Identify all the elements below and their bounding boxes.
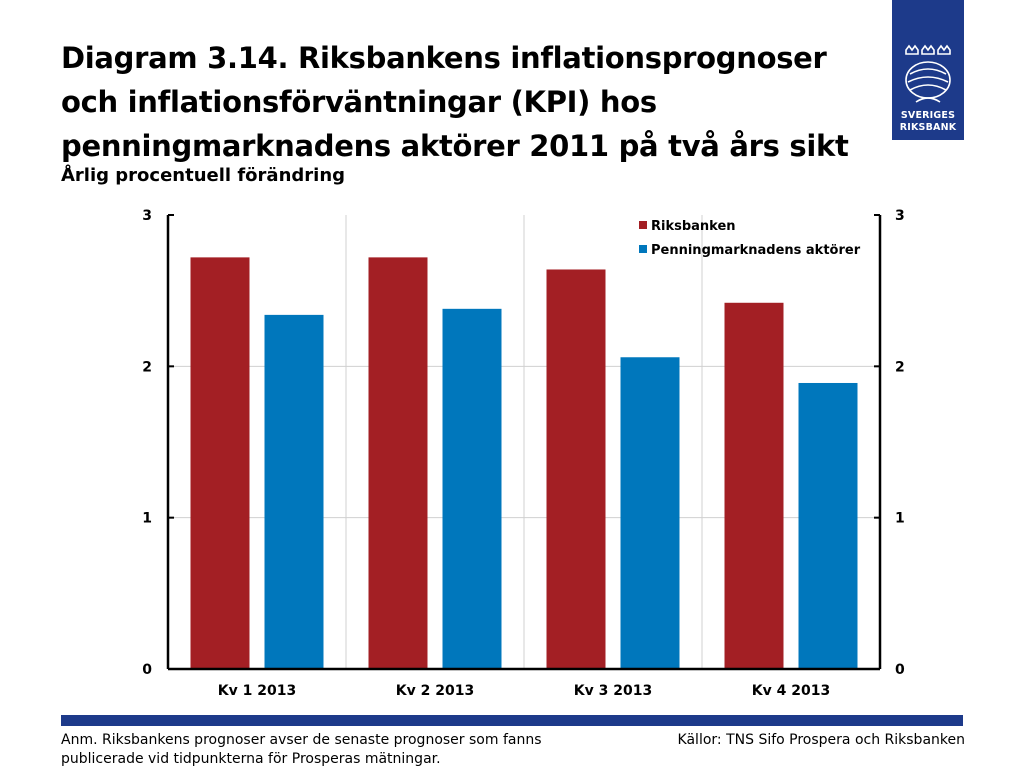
y-tick-label: 0 <box>142 662 152 678</box>
legend-label: Penningmarknadens aktörer <box>651 243 861 258</box>
legend-swatch <box>639 221 647 229</box>
y2-tick-label: 2 <box>895 359 905 375</box>
legend-label: Riksbanken <box>651 219 736 234</box>
bar-riksbanken <box>368 257 428 669</box>
riksbank-logo: SVERIGES RIKSBANK <box>892 0 964 140</box>
x-tick-label: Kv 4 2013 <box>752 683 830 699</box>
bar-penningmarknadens-aktorer <box>442 308 502 669</box>
riksbank-crest-icon <box>905 44 951 103</box>
y-tick-label: 3 <box>142 208 152 224</box>
bar-riksbanken <box>546 269 606 669</box>
footer-source: Källor: TNS Sifo Prospera och Riksbanken <box>677 732 965 748</box>
logo-line-1: SVERIGES <box>900 110 956 121</box>
logo-line-2: RIKSBANK <box>899 122 957 133</box>
y-tick-label: 1 <box>142 511 152 527</box>
x-tick-label: Kv 1 2013 <box>218 683 296 699</box>
chart-subtitle: Årlig procentuell förändring <box>61 165 346 186</box>
y2-tick-label: 3 <box>895 208 905 224</box>
bar-riksbanken <box>724 302 784 669</box>
bar-chart: 0 0 1 1 2 2 3 3 Kv 1 2013 Kv 2 2013 Kv 3 2013 Kv 4 … <box>142 208 905 699</box>
legend-swatch <box>639 245 647 253</box>
y-tick-label: 2 <box>142 359 152 375</box>
bar-penningmarknadens-aktorer <box>264 314 324 669</box>
x-tick-label: Kv 3 2013 <box>574 683 652 699</box>
bar-penningmarknadens-aktorer <box>798 382 858 669</box>
y2-tick-label: 0 <box>895 662 905 678</box>
y2-tick-label: 1 <box>895 511 905 527</box>
chart-title: Diagram 3.14. Riksbankens inflationsprog… <box>61 41 849 163</box>
bar-riksbanken <box>190 257 250 669</box>
footer-note: Anm. Riksbankens prognoser avser de sena… <box>61 732 542 767</box>
bar-penningmarknadens-aktorer <box>620 357 680 669</box>
footer-band <box>61 715 963 726</box>
x-tick-label: Kv 2 2013 <box>396 683 474 699</box>
